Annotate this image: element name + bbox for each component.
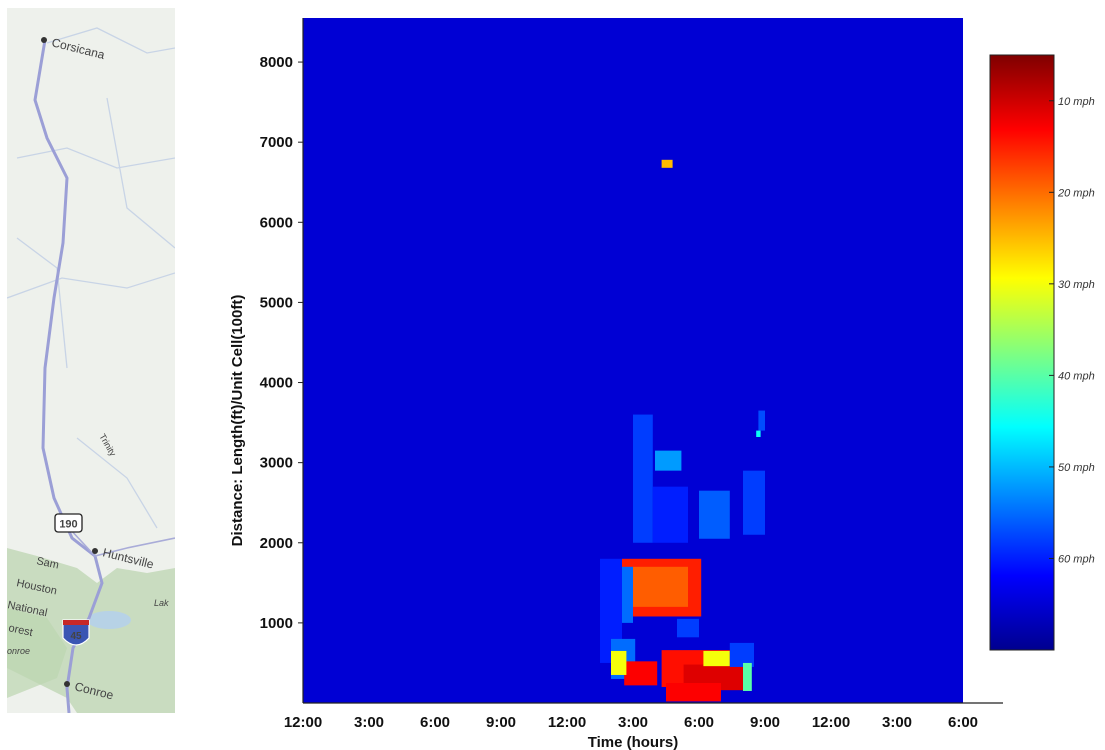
i-45-shield-top [63,620,89,625]
i-45-shield-label: 45 [70,631,82,642]
x-axis-title: Time (hours) [588,734,679,750]
map-lake [87,611,131,629]
onroe-label: onroe [7,646,30,656]
heatmap-cell-13 [677,618,699,638]
x-tick-label: 12:00 [284,714,322,731]
heatmap-cell-15 [611,650,627,675]
x-tick-label: 6:00 [684,714,714,731]
huntsville-dot [92,548,98,554]
x-tick-label: 9:00 [486,714,516,731]
lake-label: Lak [154,598,169,608]
route-map-graphic: Corsicana Huntsville Conroe Sam Houston … [7,8,175,713]
heatmap-cell-14 [624,661,658,686]
heatmap-cell-1 [633,414,653,543]
y-tick-label: 2000 [260,535,293,552]
colorbar-tick-label: 60 mph [1058,553,1095,565]
congestion-regions [600,159,765,702]
colorbar-tick-label: 50 mph [1058,462,1095,474]
colorbar [989,54,1055,651]
y-tick-label: 5000 [260,294,293,311]
x-tick-label: 12:00 [812,714,850,731]
x-tick-label: 3:00 [354,714,384,731]
x-axis-ticks: 12:00 3:00 6:00 9:00 12:00 3:00 6:00 9:00 12:00 3… [284,714,978,731]
y-tick-label: 6000 [260,214,293,231]
y-tick-label: 1000 [260,615,293,632]
y-tick-label: 8000 [260,54,293,71]
us-190-shield [54,513,83,533]
heatmap-cell-2 [655,450,682,471]
conroe-dot [64,681,70,687]
map-route-190 [68,527,175,557]
colorbar-ticks: 10 mph 20 mph 30 mph 40 mph 50 mph 60 mph [1049,96,1095,565]
i-45-shield [62,619,90,646]
x-tick-label: 6:00 [420,714,450,731]
colorbar-tick-label: 30 mph [1058,279,1095,291]
x-tick-label: 3:00 [882,714,912,731]
heatmap-cell-7 [756,430,761,438]
heatmap-cell-4 [699,490,730,539]
route-map: Corsicana Huntsville Conroe Sam Houston … [7,8,175,713]
x-tick-label: 12:00 [548,714,586,731]
colorbar-tick-label: 20 mph [1057,187,1095,199]
colorbar-tick-label: 40 mph [1058,370,1095,382]
heatmap-cell-6 [758,410,765,431]
corsicana-dot [41,37,47,43]
y-tick-label: 3000 [260,455,293,472]
heatmap-cell-12 [622,566,633,623]
map-road-minor [7,27,175,529]
axis-lines [302,18,1003,704]
us-190-shield-label: 190 [59,519,77,531]
heatmap-cell-19 [703,650,730,667]
y-tick-label: 4000 [260,375,293,392]
map-forest-lower [7,608,67,698]
x-tick-label: 6:00 [948,714,978,731]
heatmap-cell-21 [743,662,752,691]
y-axis-ticks: 1000 2000 3000 4000 5000 6000 7000 8000 [260,54,303,632]
y-axis-title: Distance: Length(ft)/Unit Cell(100ft) [229,295,246,547]
heatmap-cell-5 [743,470,765,535]
x-tick-label: 9:00 [750,714,780,731]
heatmap-cell-11 [633,566,688,607]
y-tick-label: 7000 [260,134,293,151]
forest-label-4: orest [7,622,33,639]
heatmap-cell-18 [666,682,721,702]
heatmap-cell-0 [661,159,673,168]
heatmap-cell-3 [652,486,688,543]
x-tick-label: 3:00 [618,714,648,731]
forest-label-1: Sam [35,555,60,571]
heatmap-cell-8 [600,558,622,663]
colorbar-tick-label: 10 mph [1058,96,1095,108]
